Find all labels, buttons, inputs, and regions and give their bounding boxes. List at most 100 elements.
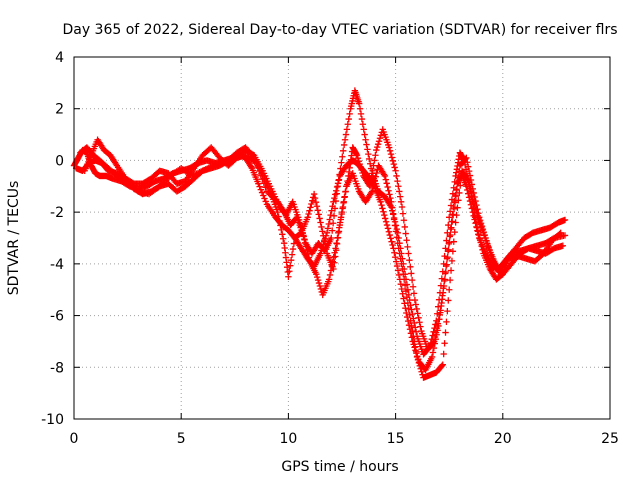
data-point bbox=[415, 314, 422, 321]
data-point bbox=[302, 239, 309, 247]
data-point bbox=[305, 254, 313, 261]
data-point bbox=[442, 262, 450, 270]
data-point bbox=[377, 132, 385, 139]
data-point bbox=[441, 340, 448, 347]
data-point bbox=[358, 166, 365, 174]
data-point bbox=[319, 228, 326, 235]
data-point bbox=[339, 153, 346, 160]
data-point bbox=[395, 271, 403, 279]
data-point bbox=[556, 230, 563, 238]
data-point bbox=[450, 203, 457, 211]
data-point bbox=[371, 157, 378, 164]
data-point bbox=[448, 257, 456, 265]
data-point bbox=[379, 205, 386, 212]
data-point bbox=[333, 240, 341, 248]
data-point bbox=[334, 234, 342, 241]
data-point bbox=[412, 324, 419, 331]
data-point bbox=[464, 163, 472, 170]
data-point bbox=[303, 246, 311, 254]
data-point bbox=[400, 217, 408, 224]
data-point bbox=[383, 221, 391, 229]
data-point bbox=[275, 213, 282, 220]
data-point bbox=[445, 221, 452, 229]
data-point bbox=[390, 216, 398, 223]
data-point bbox=[407, 317, 414, 324]
data-point bbox=[395, 183, 402, 190]
data-point bbox=[393, 234, 401, 241]
data-point bbox=[344, 121, 352, 128]
x-tick-label: 25 bbox=[601, 431, 619, 447]
data-point bbox=[438, 362, 446, 370]
data-point bbox=[326, 216, 333, 223]
data-point bbox=[398, 203, 406, 211]
data-point bbox=[439, 292, 446, 299]
data-point bbox=[456, 189, 463, 197]
x-tick-label: 20 bbox=[494, 431, 512, 447]
data-point bbox=[331, 205, 339, 212]
data-point bbox=[335, 228, 343, 235]
data-point bbox=[357, 163, 364, 171]
x-tick-label: 10 bbox=[279, 431, 297, 447]
data-point bbox=[404, 299, 412, 307]
data-point bbox=[285, 273, 292, 280]
data-point bbox=[453, 211, 460, 219]
data-point bbox=[327, 211, 334, 219]
data-point bbox=[439, 361, 446, 368]
data-point bbox=[477, 239, 484, 246]
data-point bbox=[341, 194, 348, 201]
data-point bbox=[392, 167, 399, 174]
data-point bbox=[444, 229, 451, 237]
data-point bbox=[386, 191, 393, 198]
data-point bbox=[257, 186, 265, 193]
y-tick-label: -2 bbox=[50, 205, 64, 221]
data-point bbox=[468, 192, 476, 200]
data-point bbox=[372, 173, 379, 180]
data-point bbox=[382, 176, 389, 183]
data-point bbox=[290, 240, 298, 247]
data-point bbox=[287, 256, 295, 264]
data-point bbox=[366, 183, 374, 190]
data-point bbox=[448, 218, 455, 225]
data-point bbox=[414, 356, 422, 364]
data-point bbox=[354, 155, 362, 162]
data-point bbox=[324, 225, 332, 232]
data-point bbox=[479, 246, 486, 254]
data-point bbox=[416, 362, 423, 370]
data-point bbox=[358, 115, 366, 123]
data-point bbox=[430, 338, 438, 345]
y-axis-label: SDTVAR / TECUs bbox=[6, 181, 22, 296]
data-point bbox=[389, 157, 397, 164]
data-point bbox=[346, 110, 353, 118]
data-point bbox=[340, 147, 347, 155]
data-point bbox=[367, 189, 375, 197]
data-point bbox=[447, 267, 455, 274]
data-point bbox=[475, 215, 482, 222]
data-point bbox=[371, 177, 378, 184]
data-point bbox=[340, 141, 348, 149]
data-point bbox=[437, 307, 444, 314]
data-point bbox=[391, 164, 398, 171]
data-point bbox=[382, 218, 390, 225]
data-point bbox=[411, 338, 418, 345]
data-point bbox=[356, 105, 364, 112]
data-point bbox=[276, 217, 283, 225]
data-point bbox=[401, 223, 408, 231]
data-point bbox=[445, 297, 452, 304]
data-point bbox=[393, 262, 401, 270]
data-point bbox=[410, 290, 418, 297]
data-point bbox=[365, 150, 372, 158]
data-point bbox=[256, 183, 263, 190]
data-point bbox=[465, 167, 473, 175]
data-point bbox=[428, 353, 436, 361]
data-point bbox=[407, 263, 414, 271]
data-point bbox=[471, 203, 479, 211]
data-point bbox=[355, 100, 363, 107]
data-point bbox=[386, 231, 393, 239]
data-point bbox=[455, 168, 463, 175]
y-tick-label: -6 bbox=[50, 309, 64, 325]
data-point bbox=[384, 225, 392, 232]
data-point bbox=[470, 200, 478, 207]
data-point bbox=[366, 155, 373, 163]
data-point bbox=[452, 219, 459, 226]
data-point bbox=[335, 177, 342, 184]
